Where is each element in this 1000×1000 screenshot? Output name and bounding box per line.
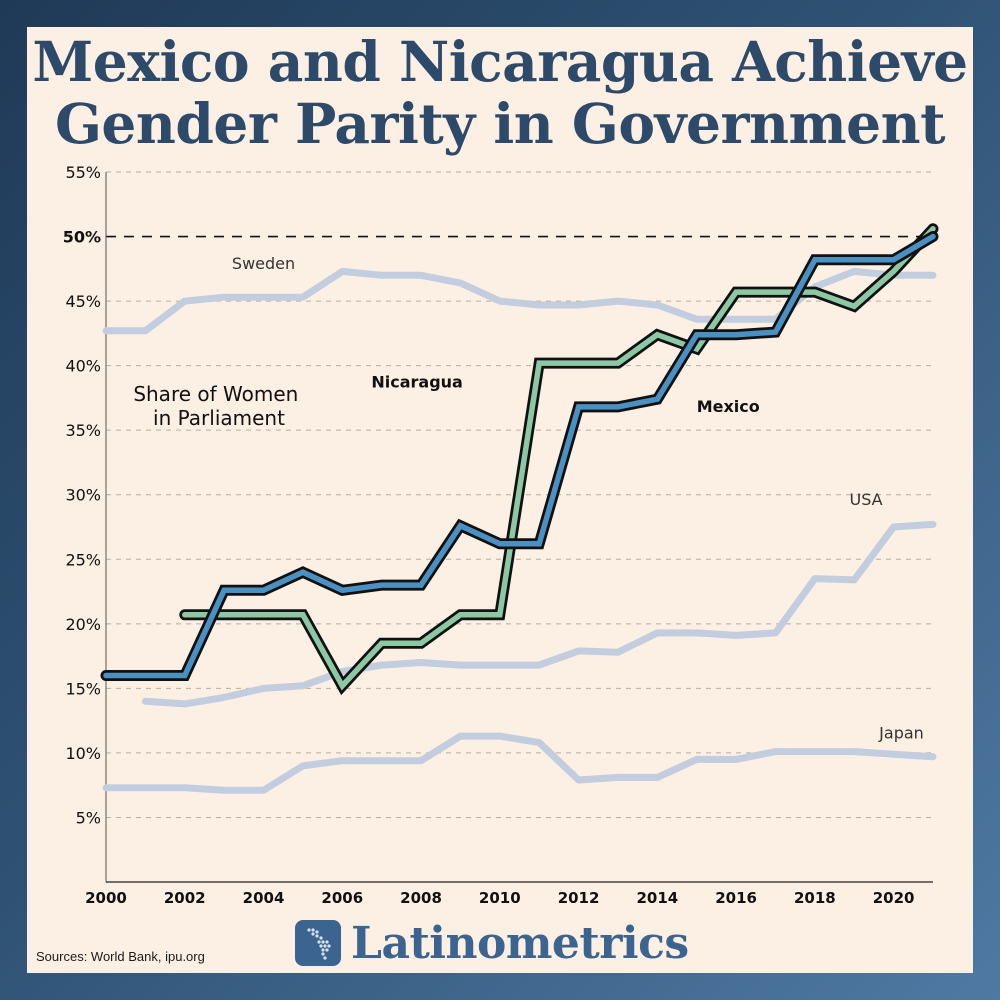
series-line (182, 226, 936, 691)
title-line-1: Mexico and Nicaragua Achieve (32, 29, 968, 94)
series-nicaragua (179, 223, 939, 696)
brand-logo-lockup: Latinometrics (295, 915, 689, 971)
series-label-nicaragua: Nicaragua (371, 373, 462, 392)
x-tick-label: 2010 (479, 889, 521, 907)
y-tick-label: 25% (65, 550, 101, 569)
title-line-2: Gender Parity in Government (54, 91, 946, 156)
sources-note: Sources: World Bank, ipu.org (36, 949, 205, 964)
y-tick-label: 10% (65, 744, 101, 763)
x-tick-label: 2008 (400, 889, 442, 907)
series-mexico (100, 231, 939, 681)
series-line (103, 233, 936, 679)
series-label-sweden: Sweden (232, 254, 295, 273)
x-tick-label: 2020 (873, 889, 915, 907)
infographic-frame: Mexico and Nicaragua Achieve Gender Pari… (27, 27, 973, 973)
y-tick-label: 50% (63, 228, 101, 247)
y-tick-label: 40% (65, 357, 101, 376)
y-tick-label: 45% (65, 292, 101, 311)
line-chart: 5% 10% 15% 20% 25% 30% 35% 40% 45% 50% 55% 2000 2002… (63, 163, 939, 907)
series-line (102, 732, 937, 794)
x-tick-label: 2000 (85, 889, 127, 907)
brand-name: Latinometrics (351, 917, 689, 969)
chart-subtitle: Share of Women in Parliament (133, 382, 304, 430)
series-line (141, 520, 937, 708)
series-japan (102, 732, 937, 794)
y-tick-label: 15% (65, 679, 101, 698)
x-tick-label: 2018 (794, 889, 836, 907)
subtitle-line-1: Share of Women (133, 382, 298, 406)
series-lines (100, 223, 939, 794)
series-label-usa: USA (849, 490, 882, 509)
x-tick-label: 2006 (321, 889, 363, 907)
y-tick-label: 35% (65, 421, 101, 440)
series-usa (141, 520, 937, 708)
series-labels: Sweden USA Japan Nicaragua Mexico (232, 254, 924, 743)
latin-america-map-icon (295, 920, 341, 966)
axes: 5% 10% 15% 20% 25% 30% 35% 40% 45% 50% 55% 2000 2002… (63, 163, 933, 907)
chart-title: Mexico and Nicaragua Achieve Gender Pari… (27, 31, 973, 155)
subtitle-line-2: in Parliament (153, 406, 285, 430)
series-label-japan: Japan (878, 724, 924, 743)
y-tick-label: 5% (76, 808, 101, 827)
x-tick-label: 2002 (164, 889, 206, 907)
series-label-mexico: Mexico (697, 397, 760, 416)
y-tick-label: 55% (65, 163, 101, 182)
x-tick-label: 2016 (715, 889, 757, 907)
x-tick-label: 2014 (636, 889, 678, 907)
x-tick-label: 2004 (243, 889, 285, 907)
x-tick-label: 2012 (558, 889, 600, 907)
y-tick-label: 30% (65, 486, 101, 505)
y-tick-label: 20% (65, 615, 101, 634)
